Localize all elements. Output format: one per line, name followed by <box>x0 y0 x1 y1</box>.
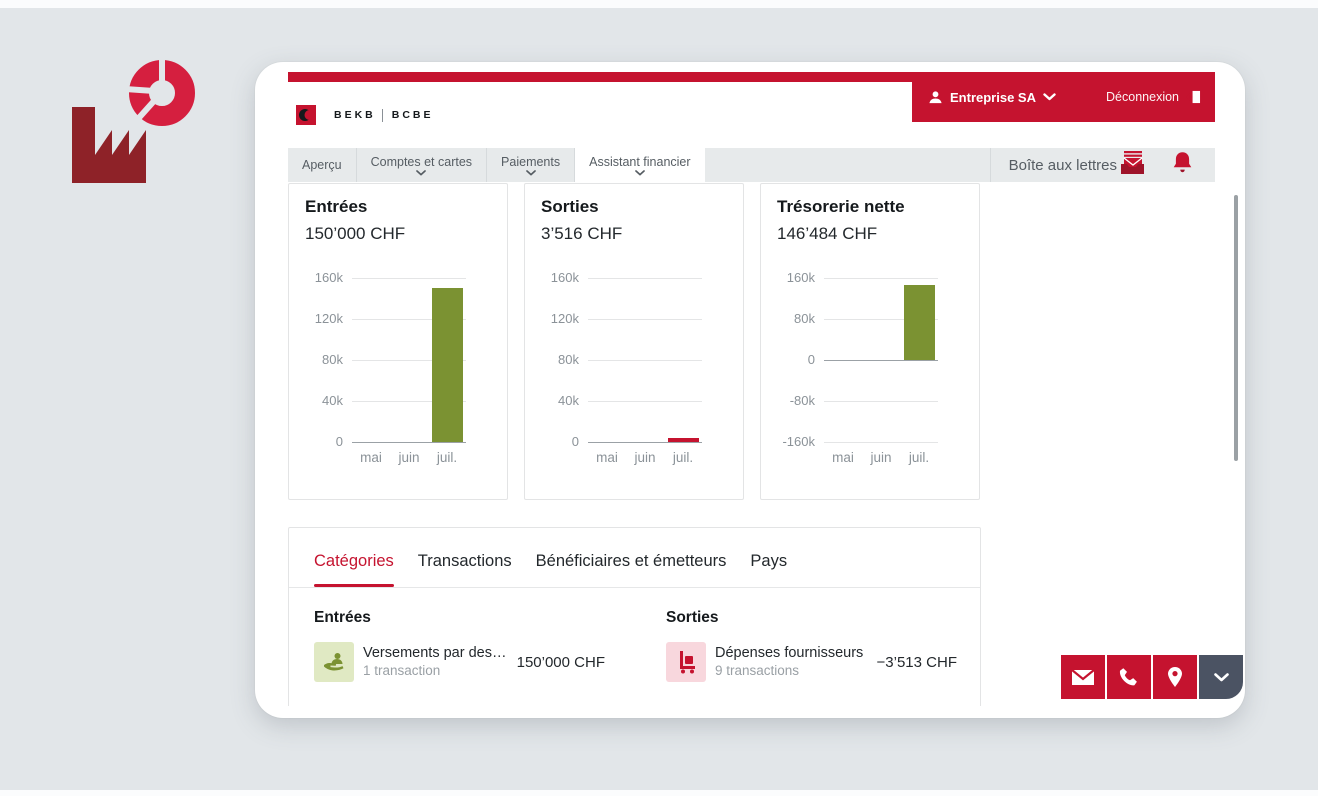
contact-location-button[interactable] <box>1153 655 1197 699</box>
card-sorties: Sorties 3’516 CHF 160k 120k 80k 40k 0 mai jui… <box>524 183 744 500</box>
chevron-down-icon <box>416 169 427 175</box>
column-sorties: Sorties Dépenses <box>666 609 957 682</box>
logo-text-bcbe: BCBE <box>391 109 434 121</box>
card-value: 3’516 CHF <box>541 224 623 243</box>
supplier-expenses-icon <box>666 642 706 682</box>
bell-icon <box>1173 152 1192 173</box>
bekb-logo-icon[interactable] <box>296 105 316 125</box>
item-subtext: 1 transaction <box>363 663 441 678</box>
column-entrees: Entrées Versements par des… <box>314 609 605 682</box>
phone-icon <box>1119 667 1137 685</box>
logo-divider <box>381 108 383 122</box>
nav-tab-assistant-financier[interactable]: Assistant financier <box>575 148 705 182</box>
logout-label: Déconnexion <box>1106 90 1179 104</box>
item-amount: 150’000 CHF <box>516 653 605 671</box>
column-title: Sorties <box>666 609 719 626</box>
page-top-strip <box>0 0 1318 8</box>
logout-icon <box>1186 90 1201 104</box>
mail-icon <box>1071 668 1095 685</box>
main-navigation: Aperçu Comptes et cartes Paiements Assis… <box>288 148 1215 182</box>
nav-tab-label: Aperçu <box>302 158 342 172</box>
collapse-fab-button[interactable] <box>1199 655 1243 699</box>
card-title: Sorties <box>541 197 599 216</box>
plot-area <box>352 278 466 443</box>
item-text: Versements par des… 1 transaction <box>363 645 506 679</box>
nav-tab-apercu[interactable]: Aperçu <box>288 148 356 182</box>
tab-transactions[interactable]: Transactions <box>417 552 512 570</box>
card-tresorerie-nette: Trésorerie nette 146’484 CHF 160k 80k 0 -80… <box>760 183 980 500</box>
plot-area <box>824 278 938 443</box>
nav-tab-label: Paiements <box>501 154 561 169</box>
sorties-bar-chart: 160k 120k 80k 40k 0 mai juin juil. <box>541 270 702 465</box>
app-content: Entreprise SA Déconnexion <box>288 72 1215 706</box>
tab-categories[interactable]: Catégories <box>314 552 394 587</box>
item-label: Versements par des… <box>363 645 507 661</box>
app-window: Entreprise SA Déconnexion <box>255 62 1245 718</box>
card-entrees: Entrées 150’000 CHF 160k 120k 80k 40k 0 mai j… <box>288 183 508 500</box>
x-axis-labels: mai juin juil. <box>360 450 458 465</box>
nav-right-group: Boîte aux lettres <box>989 148 1215 182</box>
category-columns: Entrées Versements par des… <box>314 609 957 682</box>
kpi-cards-row: Entrées 150’000 CHF 160k 120k 80k 40k 0 mai j… <box>288 183 1215 500</box>
list-item-versements[interactable]: Versements par des… 1 transaction 150’00… <box>314 642 605 682</box>
x-axis-labels: mai juin juil. <box>596 450 694 465</box>
x-axis-labels: mai juin juil. <box>832 450 930 465</box>
column-title: Entrées <box>314 609 371 626</box>
notifications-button[interactable] <box>1172 151 1193 179</box>
nav-tab-comptes-et-cartes[interactable]: Comptes et cartes <box>357 148 486 182</box>
bekb-logo-text[interactable]: BEKB BCBE <box>334 108 434 122</box>
page-bottom-strip <box>0 790 1318 796</box>
chevron-down-icon <box>634 169 645 175</box>
card-value: 146’484 CHF <box>777 224 878 243</box>
y-axis-labels: 160k 80k 0 -80k -160k <box>782 270 815 449</box>
card-title: Trésorerie nette <box>777 197 905 216</box>
contact-phone-button[interactable] <box>1107 655 1151 699</box>
vertical-scrollbar[interactable] <box>1234 195 1238 461</box>
user-icon <box>929 90 942 103</box>
tab-pays[interactable]: Pays <box>750 552 788 570</box>
account-switcher[interactable]: Entreprise SA <box>928 90 1056 105</box>
factory-icon <box>72 55 195 183</box>
y-axis-labels: 160k 120k 80k 40k 0 <box>550 270 579 449</box>
received-payments-icon <box>314 642 354 682</box>
nav-tab-label: Assistant financier <box>589 154 691 169</box>
account-name: Entreprise SA <box>950 89 1036 105</box>
nav-divider <box>574 148 576 182</box>
dashboard-main: Entrées 150’000 CHF 160k 120k 80k 40k 0 mai j… <box>288 183 1215 706</box>
nav-tab-label: Comptes et cartes <box>370 154 473 169</box>
donut-chart-icon <box>125 55 195 126</box>
tab-beneficiaires-et-emetteurs[interactable]: Bénéficiaires et émetteurs <box>535 552 727 570</box>
chevron-down-icon <box>1043 93 1056 101</box>
categories-section: Catégories Transactions Bénéficiaires et… <box>288 527 981 706</box>
item-label: Dépenses fournisseurs <box>715 645 864 661</box>
mailbox-link[interactable]: Boîte aux lettres <box>1008 156 1117 174</box>
top-accent-bar <box>288 72 1215 82</box>
item-subtext: 9 transactions <box>715 663 800 678</box>
contact-fab-bar <box>1061 655 1243 699</box>
card-value: 150’000 CHF <box>305 224 406 243</box>
tresorerie-bar-chart: 160k 80k 0 -80k -160k mai juin juil. <box>777 270 938 465</box>
inbox-icon <box>1121 151 1144 174</box>
nav-divider <box>989 148 991 182</box>
mailbox-button[interactable] <box>1119 150 1146 180</box>
item-amount: −3’513 CHF <box>876 653 957 671</box>
chevron-down-icon <box>525 169 536 175</box>
item-text: Dépenses fournisseurs 9 transactions <box>715 645 863 679</box>
nav-divider <box>486 148 488 182</box>
location-pin-icon <box>1168 667 1182 687</box>
logout-button[interactable]: Déconnexion <box>1106 90 1201 104</box>
user-bar: Entreprise SA Déconnexion <box>912 72 1215 122</box>
entrees-bar-chart: 160k 120k 80k 40k 0 mai juin juil. <box>305 270 466 465</box>
list-item-depenses-fournisseurs[interactable]: Dépenses fournisseurs 9 transactions −3’… <box>666 642 957 682</box>
plot-area <box>588 278 702 443</box>
section-tabs: Catégories Transactions Bénéficiaires et… <box>289 528 980 588</box>
logo-text-bekb: BEKB <box>334 109 376 121</box>
nav-divider <box>355 148 357 182</box>
contact-mail-button[interactable] <box>1061 655 1105 699</box>
y-axis-labels: 160k 120k 80k 40k 0 <box>314 270 343 449</box>
nav-tab-paiements[interactable]: Paiements <box>487 148 574 182</box>
chevron-down-icon <box>1213 672 1229 681</box>
factory-chart-artwork <box>60 45 210 200</box>
card-title: Entrées <box>305 197 368 216</box>
